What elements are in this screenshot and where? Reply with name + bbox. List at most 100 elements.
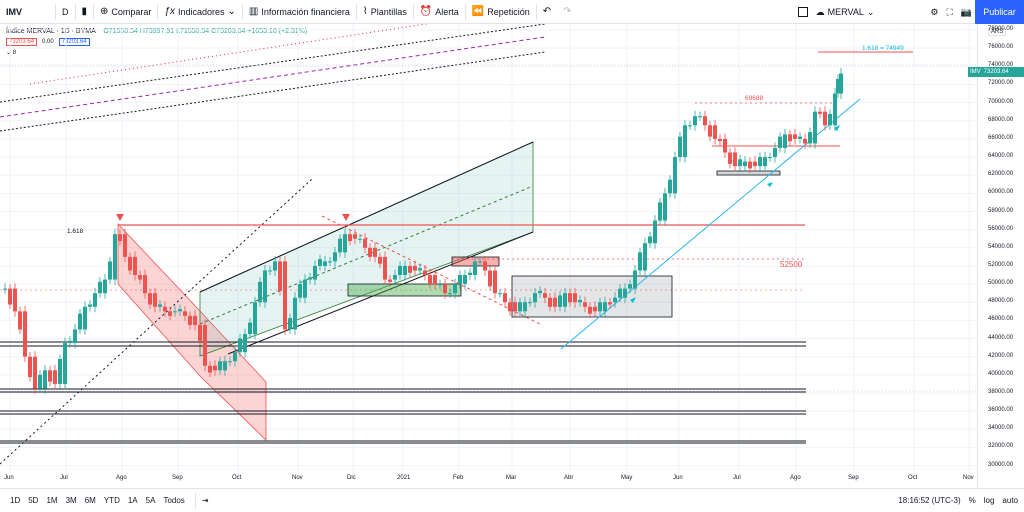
price-axis[interactable]: ARS IMV 73203.64 78000.00 76000.00 74000.0… [968, 24, 1024, 488]
candle-body [793, 134, 797, 139]
time-axis-label: Feb [453, 475, 464, 481]
buy-price-box[interactable]: 73203.64 [58, 38, 90, 46]
candle-body [598, 302, 602, 312]
range-button[interactable]: 5A [145, 496, 156, 505]
candle-body [273, 261, 277, 271]
templates-icon: ⌇ [362, 6, 368, 17]
undo-button[interactable]: ↶ [537, 0, 557, 24]
divider [74, 3, 76, 20]
candle-body [453, 284, 457, 294]
price-axis-label: 62000.00 [988, 171, 1014, 178]
date-range-icon[interactable]: ⇥ [201, 496, 209, 505]
range-button[interactable]: 6M [84, 496, 96, 505]
interval-button[interactable]: D [56, 0, 75, 24]
candle-body [553, 297, 557, 307]
candle-body [278, 261, 282, 291]
price-axis-label: 78000.00 [988, 26, 1014, 32]
templates-label: Plantillas [370, 6, 407, 17]
candle-body [383, 256, 387, 280]
candle-body [583, 302, 587, 307]
symbol-search[interactable]: IMV [0, 0, 55, 24]
candle-body [513, 302, 517, 312]
candle-body [268, 270, 272, 272]
log-toggle[interactable]: log [983, 496, 995, 505]
fullscreen-icon[interactable]: ⛶ [946, 6, 953, 17]
last-price-value: 73203.64 [983, 69, 1009, 75]
percent-toggle[interactable]: % [968, 496, 976, 505]
redo-button[interactable]: ↷ [557, 0, 577, 24]
legend-ohlc: O71550.54 H73997.91 L71550.54 C73203.64 … [103, 28, 308, 35]
candle-body [538, 290, 542, 294]
indicators-button[interactable]: ƒx Indicadores ⌄ [158, 0, 241, 24]
candle-body [803, 138, 807, 144]
candle-body [728, 152, 732, 164]
templates-button[interactable]: ⌇ Plantillas [357, 0, 413, 24]
range-button[interactable]: 1A [127, 496, 138, 505]
candle-body [363, 238, 367, 248]
candle-body [548, 297, 552, 307]
candle-body [198, 324, 202, 341]
legend-title[interactable]: Índice MERVAL · 1D · BYMA [6, 28, 96, 35]
candle-body [358, 238, 362, 240]
chart-type-button[interactable]: ▮ [76, 0, 94, 24]
level-label: 52500 [780, 260, 803, 269]
range-button[interactable]: 3M [65, 496, 77, 505]
candle-body [428, 275, 432, 285]
replay-button[interactable]: ⏪ Repetición [466, 0, 536, 24]
candle-body [668, 179, 672, 194]
fullscreen-toggle-icon[interactable] [797, 7, 808, 17]
candle-body [839, 73, 843, 94]
candle-body [438, 284, 442, 286]
candle-body [18, 311, 22, 330]
time-axis-label: Oct [908, 475, 918, 481]
candle-body [103, 279, 107, 294]
collapse-arrow-icon[interactable]: ⌄ [6, 50, 12, 56]
range-button[interactable]: 1M [46, 496, 58, 505]
settings-gear-icon[interactable]: ⚙ [930, 6, 939, 17]
candle-body [218, 361, 222, 371]
divider [355, 3, 357, 20]
price-chart[interactable]: 1.618 = 74949 1.618 69688 52500 [0, 5, 977, 488]
candle-body [703, 116, 707, 126]
financials-button[interactable]: ▥ Información financiera [243, 0, 356, 24]
candle-body [93, 293, 97, 307]
price-axis-label: 68000.00 [988, 116, 1014, 123]
candle-body [618, 288, 622, 298]
time-axis-label: Dic [347, 475, 356, 481]
range-button[interactable]: YTD [103, 496, 120, 505]
price-axis-label: 70000.00 [988, 98, 1014, 105]
price-axis-label: 36000.00 [988, 407, 1014, 414]
candle-body [763, 157, 767, 167]
time-axis-label: Ago [116, 475, 127, 481]
plus-circle-icon: ⊕ [100, 6, 109, 17]
range-button[interactable]: Todos [163, 496, 185, 505]
candle-body [288, 318, 292, 330]
candle-body [133, 256, 137, 276]
currency-label[interactable]: ARS [988, 28, 1007, 36]
time-axis-label: Sep [172, 475, 183, 481]
compare-button[interactable]: ⊕ Comparar [94, 0, 157, 24]
publish-button[interactable]: Publicar [975, 0, 1024, 24]
candle-body [678, 136, 682, 158]
camera-icon[interactable]: 📷 [960, 6, 972, 17]
range-button[interactable]: 5D [28, 496, 39, 505]
sell-price-box[interactable]: 73203.64 [6, 38, 38, 46]
spread-value: 0.00 [41, 39, 54, 45]
clock[interactable]: 18:16:52 (UTC-3) [898, 496, 961, 505]
alarm-icon: ⏰ [419, 6, 433, 17]
alert-button[interactable]: ⏰ Alerta [414, 0, 465, 24]
candle-body [663, 193, 667, 221]
candle-body [836, 79, 840, 94]
chart-legend: Índice MERVAL · 1D · BYMA O71550.54 H739… [6, 28, 307, 56]
candle-body [308, 277, 312, 280]
candle-body [123, 234, 127, 257]
trend-line [29, 5, 546, 85]
channel-line [227, 231, 534, 355]
time-axis[interactable]: Jun Jul Ago Sep Oct Nov Dic 2021 Feb Mar Abr May Jun… [0, 473, 977, 487]
range-button[interactable]: 1D [10, 496, 21, 505]
candle-body [828, 113, 832, 126]
chart-pane[interactable]: 1.618 = 74949 1.618 69688 52500 [0, 5, 977, 488]
auto-toggle[interactable]: auto [1002, 496, 1018, 505]
candle-body [833, 93, 837, 126]
layout-button[interactable]: ☁ MERVAL ⌄ [816, 7, 875, 18]
